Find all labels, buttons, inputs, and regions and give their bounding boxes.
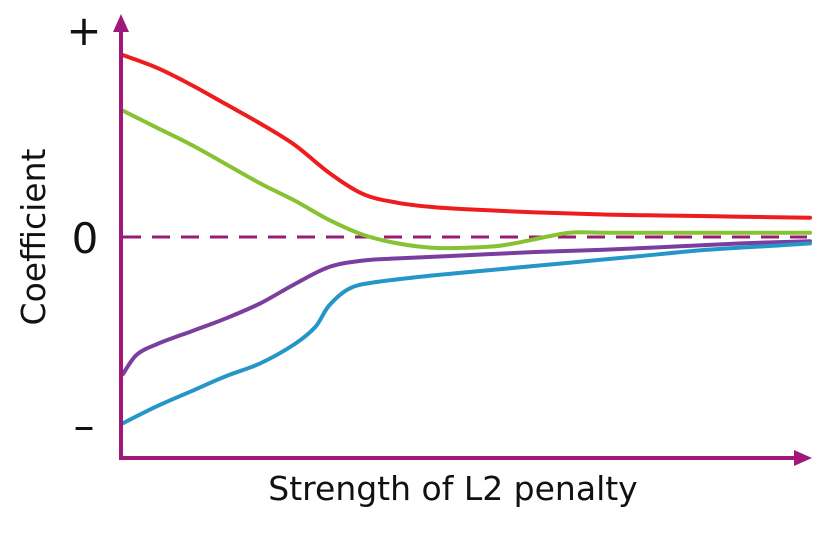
y-tick-label-plus: +: [66, 6, 101, 55]
series-line-2: [121, 108, 812, 251]
series-line-1: [121, 53, 812, 220]
y-axis-arrow-icon: [113, 14, 129, 32]
y-tick-label-minus: –: [74, 401, 95, 450]
x-axis-title: Strength of L2 penalty: [268, 469, 637, 508]
series-layer: [121, 53, 812, 426]
x-axis-arrow-icon: [794, 450, 812, 466]
y-axis-title: Coefficient: [14, 148, 53, 325]
series-line-4: [121, 241, 812, 426]
y-tick-label-zero: 0: [72, 214, 99, 263]
series-line-3: [121, 239, 812, 376]
